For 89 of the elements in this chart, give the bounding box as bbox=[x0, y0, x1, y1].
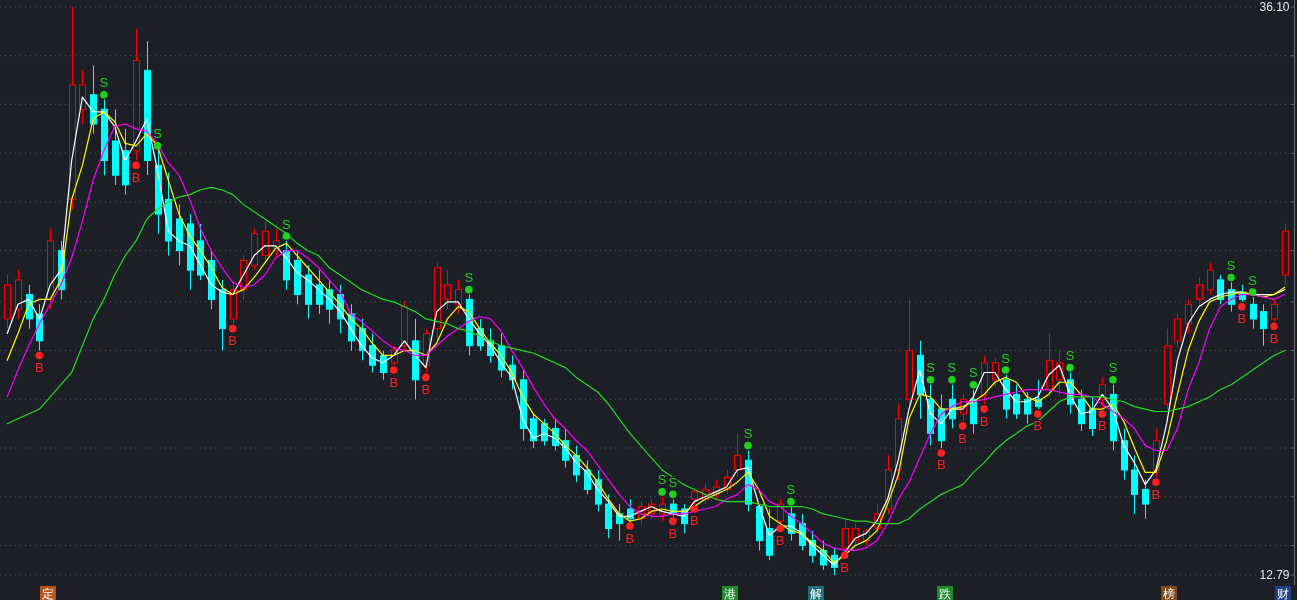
point bbox=[1066, 363, 1074, 372]
candlestick bbox=[1196, 276, 1203, 308]
data-label: B bbox=[389, 374, 399, 390]
data-label: B bbox=[1033, 418, 1043, 434]
point bbox=[1270, 322, 1278, 330]
data-label: S bbox=[668, 474, 678, 490]
candlestick bbox=[1271, 298, 1278, 322]
data-label: S bbox=[1108, 360, 1118, 376]
candlestick bbox=[1250, 296, 1257, 330]
data-label: B bbox=[689, 513, 699, 529]
data-label: B bbox=[228, 333, 238, 349]
y-tick-label: 12.79 bbox=[1259, 568, 1290, 582]
point bbox=[1152, 478, 1160, 486]
candlestick bbox=[455, 279, 462, 315]
data-label: S bbox=[1065, 348, 1075, 364]
candlestick bbox=[1185, 298, 1192, 335]
point bbox=[1227, 273, 1235, 282]
data-label: B bbox=[131, 169, 141, 185]
data-label: B bbox=[625, 530, 635, 546]
point bbox=[948, 376, 956, 384]
point bbox=[282, 232, 291, 240]
data-label: S bbox=[947, 360, 957, 376]
data-label: B bbox=[775, 532, 785, 548]
point bbox=[389, 366, 398, 374]
point bbox=[980, 405, 988, 413]
point bbox=[1238, 302, 1246, 311]
point bbox=[100, 90, 108, 99]
data-label: S bbox=[743, 426, 753, 442]
data-label: B bbox=[979, 413, 989, 429]
data-label: S bbox=[282, 216, 292, 232]
data-label: B bbox=[1269, 330, 1279, 346]
data-label: S bbox=[153, 126, 163, 142]
point bbox=[35, 351, 44, 360]
candlestick bbox=[1207, 262, 1214, 296]
point bbox=[744, 441, 752, 450]
point bbox=[669, 517, 677, 525]
candlestick bbox=[1013, 384, 1020, 420]
candlestick bbox=[1024, 391, 1031, 425]
point bbox=[787, 497, 795, 506]
point bbox=[422, 373, 430, 382]
point bbox=[1098, 410, 1107, 418]
point bbox=[465, 285, 473, 294]
y-tick-label: 36.10 bbox=[1259, 0, 1290, 14]
data-label: S bbox=[657, 472, 667, 488]
data-label: B bbox=[668, 525, 678, 541]
candlestick bbox=[734, 432, 741, 478]
data-label: S bbox=[969, 365, 979, 381]
data-label: B bbox=[958, 430, 968, 446]
candlestick bbox=[444, 269, 451, 310]
point bbox=[1034, 410, 1042, 418]
point bbox=[669, 490, 677, 499]
data-label: S bbox=[464, 270, 474, 286]
data-label: B bbox=[35, 359, 44, 375]
data-label: B bbox=[1151, 486, 1161, 502]
point bbox=[1248, 288, 1257, 296]
data-label: B bbox=[1097, 418, 1107, 434]
point bbox=[937, 449, 946, 457]
point bbox=[958, 422, 967, 430]
candlestick bbox=[842, 518, 849, 551]
data-label: B bbox=[421, 381, 431, 397]
candlestick bbox=[1174, 313, 1181, 349]
data-label: S bbox=[786, 482, 796, 498]
data-label: B bbox=[936, 457, 946, 473]
point bbox=[969, 380, 978, 389]
candlestick bbox=[369, 333, 376, 374]
point bbox=[840, 551, 849, 560]
data-label: B bbox=[840, 559, 849, 575]
data-label: S bbox=[99, 75, 109, 91]
point bbox=[153, 142, 162, 150]
point bbox=[132, 161, 140, 170]
point bbox=[926, 376, 935, 384]
data-label: B bbox=[1237, 311, 1247, 327]
point bbox=[776, 524, 784, 533]
candlestick bbox=[316, 269, 323, 315]
data-label: S bbox=[926, 360, 936, 376]
data-label: S bbox=[1248, 272, 1258, 288]
data-label: S bbox=[1001, 350, 1011, 366]
point bbox=[228, 324, 237, 333]
candlestick bbox=[1089, 396, 1096, 437]
candlestick bbox=[1142, 479, 1149, 520]
point bbox=[1001, 366, 1010, 374]
candlestick bbox=[1260, 303, 1267, 347]
candlestick bbox=[530, 413, 537, 449]
point bbox=[690, 505, 699, 513]
point bbox=[1109, 376, 1117, 384]
point bbox=[658, 488, 666, 496]
candlestick bbox=[992, 357, 999, 388]
data-label: S bbox=[1226, 257, 1236, 273]
point bbox=[626, 522, 634, 530]
